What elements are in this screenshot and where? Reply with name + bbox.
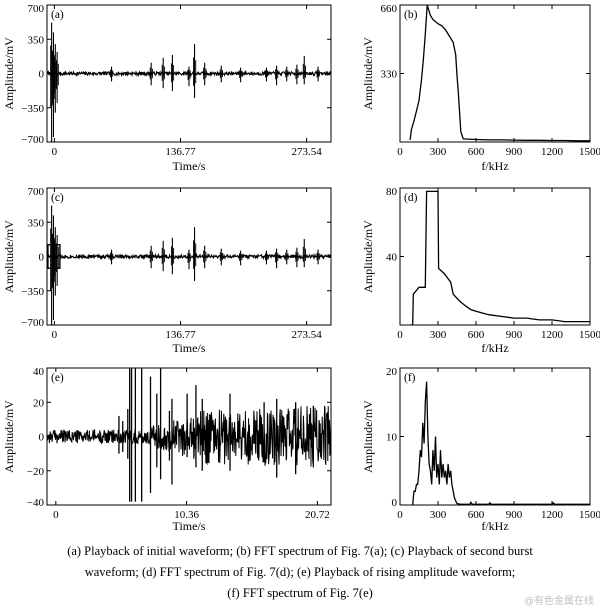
y-tick-label: 40 [386, 252, 398, 264]
y-tick-label: −350 [21, 286, 44, 298]
x-tick-label: 300 [430, 329, 447, 341]
y-tick-label: 40 [33, 366, 45, 378]
chart-a: −700 −350 0 350 700 0 136.77 273.54 (a) Time/s Amp… [2, 3, 332, 173]
x-tick-label: 10.36 [174, 509, 199, 521]
y-tick-label: 80 [386, 186, 398, 198]
x-axis-label: f/kHz [481, 341, 508, 355]
x-tick-label: 0 [397, 509, 403, 521]
caption-line-3: (f) FFT spectrum of Fig. 7(e) [227, 586, 373, 600]
spectrum-line-d [410, 190, 590, 325]
y-tick-label: −700 [21, 134, 44, 146]
x-tick-label: 1500 [579, 329, 600, 341]
x-tick-label: 0 [397, 329, 403, 341]
x-tick-label: 1200 [541, 146, 564, 158]
plot-frame-d [399, 187, 591, 326]
panel-label: (a) [51, 9, 64, 21]
plot-frame-b [399, 4, 591, 143]
x-tick-label: 1500 [579, 146, 600, 158]
waveform-noise-e [47, 405, 331, 467]
y-axis-label: Amplitude/mV [361, 37, 375, 110]
plot-area-d [410, 190, 590, 325]
chart-c: −700 −350 0 350 700 0 136.77 273.54 (c) Time/s Amp… [2, 186, 332, 355]
x-tick-label: 300 [430, 146, 447, 158]
plot-area-b [409, 5, 590, 142]
plot-area-c [47, 205, 331, 325]
chart-f: 0 10 20 0 300 600 900 1200 1500 (f) f/kHz Amplitude… [361, 366, 600, 533]
x-tick-label: 300 [430, 509, 447, 521]
y-tick-label: 20 [33, 397, 45, 409]
x-tick-label: 136.77 [165, 329, 196, 341]
y-tick-label: −700 [21, 317, 44, 329]
caption-line-2: waveform; (d) FFT spectrum of Fig. 7(d);… [84, 565, 516, 579]
y-tick-label: 350 [28, 34, 45, 46]
panel-label: (c) [51, 192, 64, 204]
y-tick-label: 330 [381, 69, 398, 81]
chart-e: −40 −20 0 20 40 0 10.36 20.72 (e) Time/s Amplitude… [2, 366, 332, 533]
x-tick-label: 600 [468, 146, 485, 158]
x-axis-label: Time/s [173, 341, 206, 355]
x-tick-label: 136.77 [165, 146, 196, 158]
spectrum-line-b [409, 5, 590, 142]
y-axis-label: Amplitude/mV [2, 400, 16, 473]
y-tick-label: 700 [28, 3, 45, 15]
x-tick-label: 900 [506, 146, 523, 158]
plot-area-a [47, 22, 331, 142]
spectrum-line-f [412, 381, 590, 505]
watermark: @有色金属在线 [524, 596, 594, 607]
x-tick-label: 1500 [579, 509, 600, 521]
y-tick-label: 0 [39, 432, 45, 444]
x-tick-label: 273.54 [291, 146, 322, 158]
y-tick-label: 0 [39, 69, 45, 81]
y-tick-label: 660 [381, 3, 398, 15]
x-axis-label: Time/s [173, 159, 206, 173]
y-axis-label: Amplitude/mV [361, 400, 375, 473]
y-tick-label: 20 [386, 366, 398, 378]
x-tick-label: 20.72 [305, 509, 330, 521]
x-tick-label: 0 [52, 146, 58, 158]
x-tick-label: 273.54 [291, 329, 322, 341]
panel-label: (b) [404, 9, 418, 21]
plot-area-f [412, 381, 590, 505]
y-tick-label: 0 [392, 497, 398, 509]
x-axis-label: f/kHz [481, 519, 508, 533]
panel-label: (d) [404, 192, 418, 204]
x-tick-label: 1200 [541, 509, 564, 521]
figure-canvas: −700 −350 0 350 700 0 136.77 273.54 (a) Time/s Amp… [2, 3, 600, 533]
y-axis-label: Amplitude/mV [2, 37, 16, 110]
y-tick-label: −40 [27, 497, 45, 509]
caption-line-1: (a) Playback of initial waveform; (b) FF… [67, 544, 533, 558]
x-tick-label: 1200 [541, 329, 564, 341]
y-tick-label: 0 [39, 252, 45, 264]
x-tick-label: 600 [468, 509, 485, 521]
y-tick-label: −20 [27, 466, 45, 478]
x-tick-label: 0 [53, 509, 59, 521]
y-tick-label: 350 [28, 217, 45, 229]
x-tick-label: 600 [468, 329, 485, 341]
x-axis-label: f/kHz [481, 159, 508, 173]
y-axis-label: Amplitude/mV [2, 220, 16, 293]
x-tick-label: 0 [397, 146, 403, 158]
x-axis-label: Time/s [173, 519, 206, 533]
panel-label: (e) [51, 372, 64, 384]
y-tick-label: −350 [21, 103, 44, 115]
figure-caption: (a) Playback of initial waveform; (b) FF… [6, 541, 594, 604]
panel-label: (f) [404, 372, 416, 384]
y-tick-label: 700 [28, 186, 45, 198]
chart-d: 40 80 0 300 600 900 1200 1500 (d) f/kHz Amplitude/… [361, 186, 600, 355]
y-axis-label: Amplitude/mV [361, 220, 375, 293]
x-tick-label: 900 [506, 329, 523, 341]
x-tick-label: 900 [506, 509, 523, 521]
plot-area-e [47, 368, 331, 502]
y-tick-label: 10 [386, 432, 398, 444]
chart-b: 330 660 0 300 600 900 1200 1500 (b) f/kHz Amplitud… [361, 3, 600, 173]
x-tick-label: 0 [52, 329, 58, 341]
